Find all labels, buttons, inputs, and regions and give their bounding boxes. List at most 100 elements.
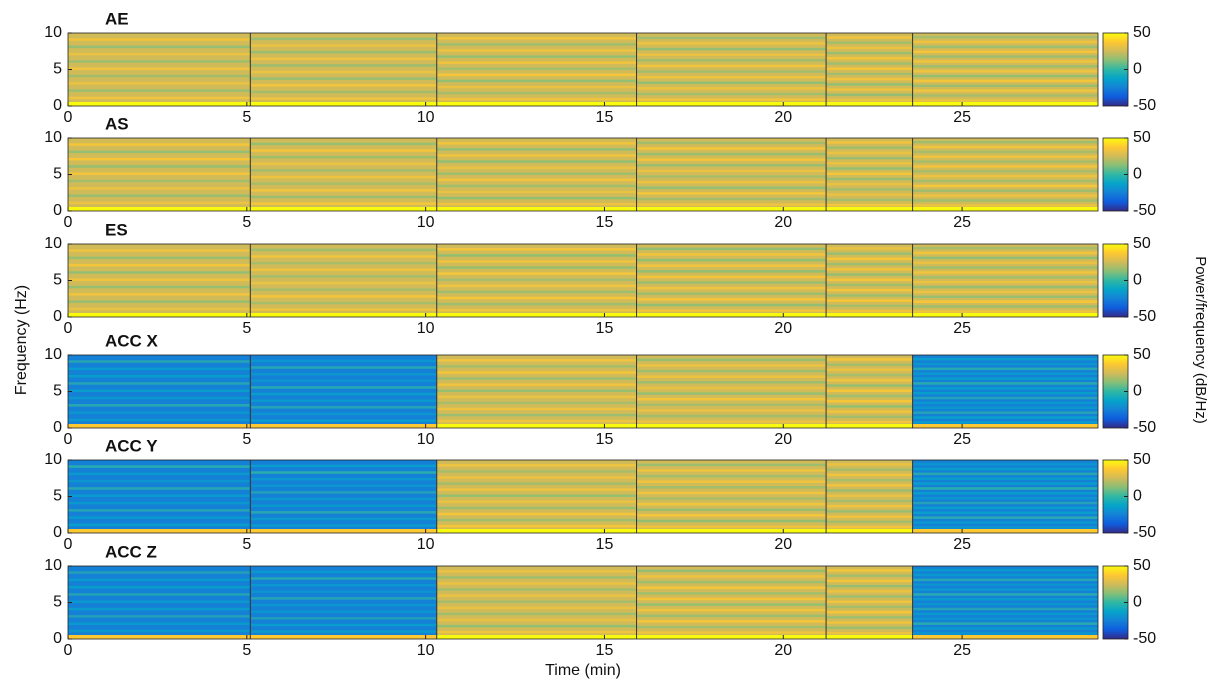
spectrogram-band — [68, 82, 250, 85]
spectrogram-floor — [437, 424, 637, 428]
spectrogram-band — [826, 580, 913, 583]
y-axis-label: Frequency (Hz) — [13, 285, 30, 395]
spectrogram-band — [637, 147, 827, 150]
spectrogram-band — [437, 601, 637, 604]
spectrogram-band — [68, 202, 250, 205]
spectrogram-band — [68, 593, 250, 596]
spectrogram-band — [68, 308, 250, 311]
spectrogram-band — [913, 632, 1098, 635]
spectrogram-band — [913, 526, 1098, 529]
spectrogram-floor — [250, 102, 436, 106]
spectrogram-band — [250, 169, 436, 172]
panel-title: AS — [105, 114, 129, 133]
spectrogram-band — [826, 515, 913, 518]
spectrogram-band — [437, 625, 637, 628]
spectrogram-band — [437, 185, 637, 188]
spectrogram-band — [637, 469, 827, 472]
spectrogram-band — [637, 475, 827, 478]
x-tick-label: 15 — [596, 642, 614, 659]
spectrogram-band — [826, 463, 913, 466]
spectrogram-band — [250, 143, 436, 146]
spectrogram-band — [68, 180, 250, 183]
y-tick-label: 10 — [44, 235, 62, 252]
spectrogram-band — [637, 598, 827, 601]
x-tick-label: 20 — [774, 320, 792, 337]
spectrogram-band — [826, 410, 913, 413]
spectrogram-band — [68, 397, 250, 400]
spectrogram-band — [250, 524, 436, 527]
spectrogram-band — [913, 300, 1098, 303]
colorbar-tick-label: 0 — [1133, 488, 1142, 505]
spectrogram-band — [68, 495, 250, 498]
spectrogram-band — [437, 260, 637, 263]
x-tick-label: 0 — [64, 109, 73, 126]
spectrogram-band — [68, 502, 250, 505]
spectrogram-band — [437, 513, 637, 516]
spectrogram-band — [437, 37, 637, 40]
spectrogram-band — [437, 470, 637, 473]
figure: Frequency (Hz) Power/frequency (dB/Hz) A… — [0, 0, 1216, 693]
panel-title: ACC X — [105, 331, 159, 350]
spectrogram-band — [637, 98, 827, 101]
spectrogram-band — [637, 281, 827, 284]
spectrogram-band — [68, 480, 250, 483]
spectrogram-band — [250, 624, 436, 627]
y-tick-label: 5 — [53, 166, 62, 183]
colorbar-tick-label: 0 — [1133, 272, 1142, 289]
spectrogram-band — [637, 59, 827, 62]
y-tick-label: 5 — [53, 594, 62, 611]
x-tick-label: 15 — [596, 536, 614, 553]
spectrogram-floor — [68, 635, 250, 639]
spectrogram-band — [250, 44, 436, 47]
spectrogram-floor — [637, 424, 827, 428]
spectrogram-band — [637, 259, 827, 262]
spectrogram-band — [637, 293, 827, 296]
spectrogram-band — [250, 604, 436, 607]
spectrogram-band — [250, 491, 436, 494]
spectrogram-floor — [913, 102, 1098, 106]
x-tick-label: 25 — [953, 320, 971, 337]
spectrogram-band — [250, 308, 436, 311]
spectrogram-band — [437, 86, 637, 89]
spectrogram-band — [913, 180, 1098, 183]
y-tick-label: 10 — [44, 24, 62, 41]
spectrogram-band — [637, 415, 827, 418]
spectrogram-band — [913, 583, 1098, 586]
colorbar-label: Power/frequency (dB/Hz) — [1192, 256, 1209, 424]
spectrogram-band — [68, 516, 250, 519]
spectrogram-band — [437, 74, 637, 77]
spectrogram-band — [637, 570, 827, 573]
spectrogram-band — [68, 143, 250, 146]
spectrogram-band — [826, 52, 913, 55]
spectrogram-band — [826, 252, 913, 255]
colorbar-tick-label: -50 — [1133, 419, 1156, 436]
spectrogram-band — [250, 465, 436, 468]
spectrogram-band — [250, 610, 436, 613]
spectrogram-band — [826, 621, 913, 624]
spectrogram-band — [637, 509, 827, 512]
spectrogram-floor — [826, 102, 913, 106]
spectrogram-band — [826, 199, 913, 202]
colorbar-tick-label: 50 — [1133, 451, 1151, 468]
colorbar-tick-label: -50 — [1133, 97, 1156, 114]
spectrogram-floor — [913, 313, 1098, 317]
panel-title: ES — [105, 220, 128, 239]
spectrogram-band — [437, 594, 637, 597]
x-tick-label: 0 — [64, 214, 73, 231]
spectrogram-floor — [637, 207, 827, 211]
spectrogram-band — [250, 366, 436, 369]
spectrogram-band — [437, 359, 637, 362]
spectrogram-band — [250, 156, 436, 159]
spectrogram-band — [913, 579, 1098, 582]
spectrogram-band — [637, 514, 827, 517]
x-tick-label: 0 — [64, 642, 73, 659]
spectrogram-band — [68, 68, 250, 71]
spectrogram-band — [826, 606, 913, 609]
spectrogram-band — [826, 632, 913, 635]
y-tick-label: 0 — [53, 630, 62, 647]
y-tick-label: 10 — [44, 129, 62, 146]
spectrogram-band — [637, 387, 827, 390]
spectrogram-band — [68, 390, 250, 393]
spectrogram-band — [68, 360, 250, 363]
spectrogram-band — [826, 374, 913, 377]
